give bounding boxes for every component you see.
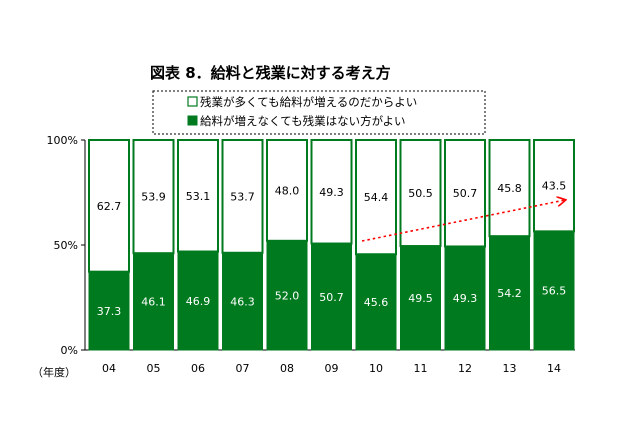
bar-segment-overtime-ok-07 <box>221 139 264 254</box>
data-label-overtime-ok-09: 49.3 <box>319 186 344 199</box>
bar-segment-overtime-ok-11 <box>399 139 442 248</box>
bar-segment-no-overtime-14 <box>533 230 575 351</box>
bars: 62.7 37.3 53.9 46.1 53.1 46.9 53.7 46.3 48.0 52.0… <box>88 139 575 351</box>
x-tick-labels: 04 05 06 07 08 09 10 11 12 13 14 <box>102 362 561 375</box>
x-tick-label-13: 13 <box>503 362 517 375</box>
bar-segment-overtime-ok-06 <box>177 139 219 253</box>
data-label-overtime-ok-08: 48.0 <box>275 184 300 197</box>
data-label-no-overtime-07: 46.3 <box>230 295 255 308</box>
x-tick-label-08: 08 <box>280 362 294 375</box>
data-label-no-overtime-05: 46.1 <box>141 296 166 309</box>
bar-segment-no-overtime-06 <box>177 251 219 351</box>
x-tick-label-12: 12 <box>458 362 472 375</box>
data-label-no-overtime-10: 45.6 <box>364 296 389 309</box>
x-tick-label-11: 11 <box>414 362 428 375</box>
x-tick-label-09: 09 <box>325 362 339 375</box>
bar-segment-no-overtime-09 <box>311 243 352 351</box>
chart-title: 図表 8．給料と残業に対する考え方 <box>150 64 391 82</box>
bar-segment-overtime-ok-08 <box>266 139 308 242</box>
bar-segment-overtime-ok-12 <box>444 139 486 248</box>
x-tick-label-07: 07 <box>236 362 250 375</box>
bar-segment-no-overtime-05 <box>133 252 174 351</box>
legend: 残業が多くても給料が増えるのだからよい 給料が増えなくても残業はない方がよい <box>152 90 486 135</box>
bar-segment-overtime-ok-13 <box>488 139 531 238</box>
legend-swatch-green <box>187 115 198 126</box>
data-label-no-overtime-04: 37.3 <box>97 305 122 318</box>
x-unit-label: （年度） <box>32 365 76 379</box>
x-tick-label-04: 04 <box>102 362 116 375</box>
legend-label-overtime-ok: 残業が多くても給料が増えるのだからよい <box>200 95 417 109</box>
bar-segment-no-overtime-07 <box>222 252 263 351</box>
bar-segment-overtime-ok-14 <box>533 139 575 233</box>
data-label-no-overtime-09: 50.7 <box>319 291 344 304</box>
data-label-no-overtime-13: 54.2 <box>497 287 522 300</box>
data-label-overtime-ok-05: 53.9 <box>141 191 166 204</box>
data-label-no-overtime-12: 49.3 <box>453 292 478 305</box>
legend-label-no-overtime: 給料が増えなくても残業はない方がよい <box>200 114 406 128</box>
y-tick-label-0: 0% <box>61 344 78 357</box>
data-label-overtime-ok-07: 53.7 <box>230 190 255 203</box>
data-label-overtime-ok-04: 62.7 <box>97 200 122 213</box>
data-label-no-overtime-06: 46.9 <box>186 295 211 308</box>
x-tick-label-10: 10 <box>369 362 383 375</box>
bar-segment-no-overtime-12 <box>444 245 486 351</box>
data-label-overtime-ok-14: 43.5 <box>542 180 567 193</box>
x-tick-label-14: 14 <box>547 362 561 375</box>
data-label-overtime-ok-11: 50.5 <box>408 187 433 200</box>
trend-arrow <box>361 200 565 242</box>
bar-segment-no-overtime-11 <box>400 245 441 351</box>
data-label-overtime-ok-12: 50.7 <box>453 187 478 200</box>
bar-segment-no-overtime-10 <box>355 253 397 351</box>
x-tick-label-06: 06 <box>191 362 205 375</box>
legend-box <box>152 90 486 135</box>
bar-segment-overtime-ok-09 <box>310 139 353 245</box>
legend-swatch-white <box>187 96 198 107</box>
y-tick-label-100: 100% <box>47 134 78 147</box>
data-label-overtime-ok-06: 53.1 <box>186 190 211 203</box>
data-label-no-overtime-11: 49.5 <box>408 292 433 305</box>
x-tick-label-05: 05 <box>147 362 161 375</box>
data-label-no-overtime-14: 56.5 <box>542 285 567 298</box>
bar-segment-no-overtime-13 <box>489 235 530 351</box>
data-label-overtime-ok-13: 45.8 <box>497 182 522 195</box>
bar-segment-no-overtime-08 <box>266 240 308 351</box>
y-axis: 100% 50% 0% <box>47 134 86 357</box>
bar-segment-no-overtime-04 <box>88 271 130 351</box>
y-tick-label-50: 50% <box>54 239 78 252</box>
data-label-no-overtime-08: 52.0 <box>275 289 300 302</box>
data-label-overtime-ok-10: 54.4 <box>364 191 389 204</box>
bar-segment-overtime-ok-05 <box>132 139 175 255</box>
